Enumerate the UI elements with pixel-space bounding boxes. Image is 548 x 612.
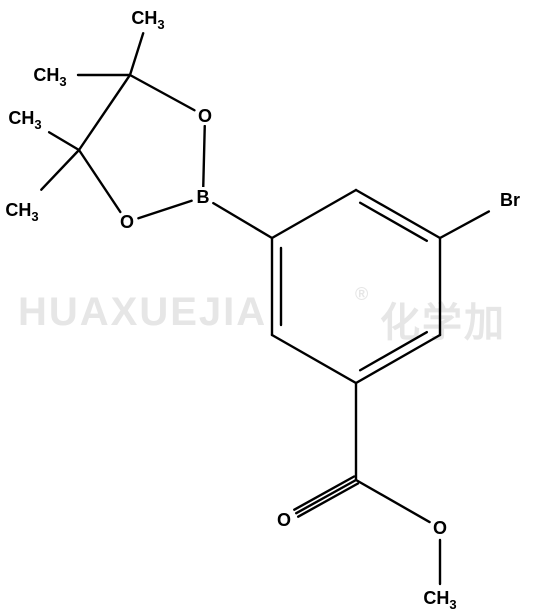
- atom-label-me2: CH3: [33, 65, 66, 89]
- atom-label-me1: CH3: [131, 8, 164, 32]
- atom-label-o4: O: [433, 518, 447, 538]
- atom-label-o1: O: [198, 106, 212, 126]
- atom-label-b: B: [197, 187, 210, 207]
- molecule-diagram: BrBrBBOOOOCH3CH3CH3CH3CH3CH3CH3CH3OOOOCH…: [0, 0, 548, 612]
- atom-label-me5: CH3: [423, 588, 456, 612]
- atom-label-o2: O: [120, 212, 134, 232]
- atom-label-br: Br: [500, 190, 520, 210]
- atom-label-me4: CH3: [5, 200, 38, 224]
- atom-label-me3: CH3: [8, 108, 41, 132]
- atom-label-o3: O: [277, 510, 291, 530]
